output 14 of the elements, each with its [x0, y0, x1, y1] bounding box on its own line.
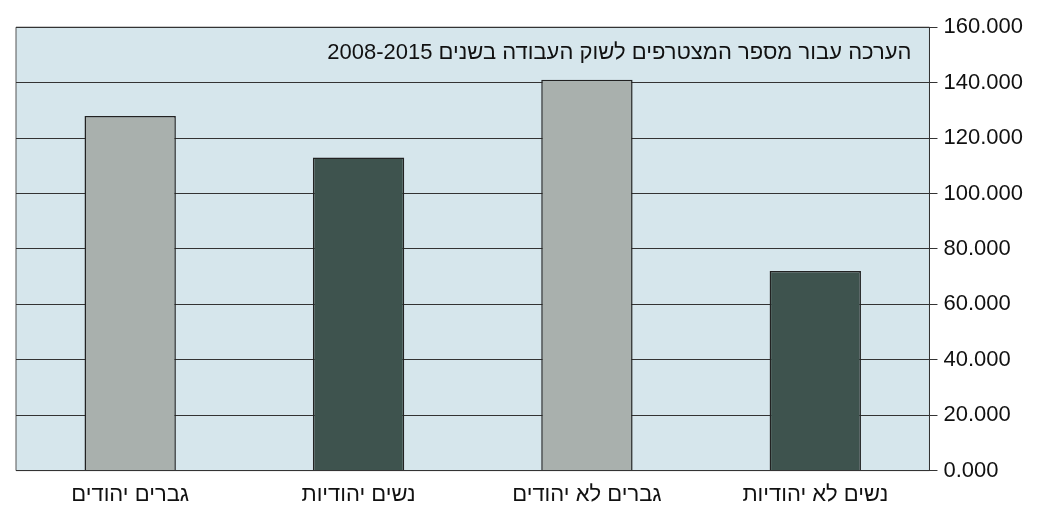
- text: הערכה עבור מספר המצטרפים לשוק העבודה בשנים 2008-2015: [327, 39, 912, 65]
- y-tick-label: 60.000: [943, 290, 1011, 316]
- x-tick-label: גברים יהודים: [71, 480, 190, 506]
- y-tick-label: 0.000: [943, 456, 999, 482]
- y-tick-label: 160.000: [943, 13, 1024, 39]
- y-tick-label: 120.000: [943, 124, 1024, 150]
- y-tick-label: 100.000: [943, 179, 1024, 205]
- y-tick-label: 140.000: [943, 68, 1024, 94]
- x-tick-label: נשים יהודיות: [301, 480, 416, 506]
- x-tick-label: גברים לא יהודים: [512, 480, 662, 506]
- y-tick-label: 20.000: [943, 401, 1011, 427]
- y-tick-label: 80.000: [943, 234, 1011, 260]
- x-tick-label: נשים לא יהודיות: [742, 480, 889, 506]
- y-tick-label: 40.000: [943, 345, 1011, 371]
